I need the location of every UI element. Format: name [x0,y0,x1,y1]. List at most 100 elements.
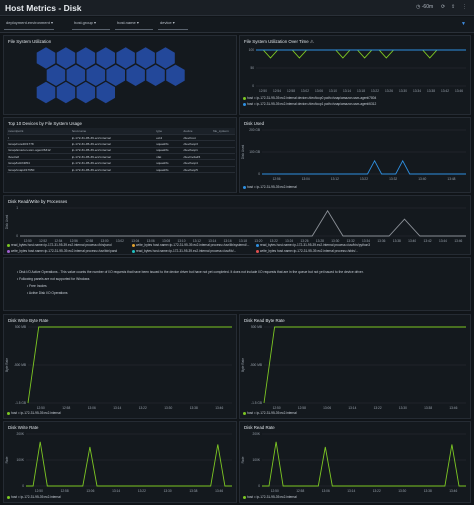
legend-item: read_bytes host.name=ip-172-31-95-39.ec2… [132,249,236,253]
legend-dot [132,243,135,247]
y-tick-label: 0 [258,484,260,488]
honeycomb-cell[interactable] [76,47,96,69]
x-tick-label: 13:36 [377,239,385,243]
table-cell: vfat [155,153,183,161]
filter-deployment-environment[interactable]: deployment.environment ▾ [4,20,54,30]
x-tick-label: 13:22 [373,489,381,493]
y-axis-label: Byte Rate [5,358,9,372]
table-cell: /snap/amazon-ssm-agent/6312 [7,147,71,155]
honeycomb-cell[interactable] [126,64,145,86]
top-bar: Host Metrics - Disk ◷ -60m ⟳ ⇪ ⋮ [0,0,474,16]
y-tick-label: -1.5 GB [251,401,262,405]
table-row[interactable]: / ip-172-31-95-39.ec2.internal ext4/dev/ro… [7,134,235,142]
table-container[interactable]: mountpoint host.name type device file_system… [7,128,235,191]
table-row[interactable]: /snap/core20/1778 ip-172-31-95-39.ec2.int… [7,140,235,148]
table-row[interactable]: /snap/amazon-ssm-agent/6312 ip-172-31-95-… [7,147,235,155]
table-cell: /snap/snapd/17950 [7,166,71,174]
x-tick-label: 13:48 [447,177,455,181]
y-tick-label: 200K [253,432,261,436]
legend-label: host = ip-172-31-95-39.ec2.internal devi… [247,96,377,100]
series-line[interactable] [26,441,232,487]
y-axis-label: Disk Used [241,145,245,160]
filter-host-group[interactable]: host.group ▾ [72,20,110,30]
y-axis-label: Disk Used [5,215,9,230]
x-tick-label: 13:04 [302,177,310,181]
filter-label: device [160,20,172,25]
table-cell [212,134,235,142]
x-tick-label: 13:02 [301,89,309,93]
honeycomb-cell[interactable] [46,64,66,86]
honeycomb-cell[interactable] [86,64,106,86]
table-column-header[interactable]: type [155,128,183,135]
legend-item: write_bytes host.name=ip-172-31-95-39.ec… [256,249,358,253]
honeycomb-cell[interactable] [96,47,116,69]
y-tick-label: 200K [17,432,25,436]
honeycomb-cell[interactable] [146,64,165,86]
honeycomb-cell[interactable] [156,47,175,69]
table-column-header[interactable]: host.name [70,128,156,135]
table-row[interactable]: /snap/snapd/17950 ip-172-31-95-39.ec2.int… [7,166,235,174]
legend-dot [243,495,246,499]
honeycomb-cell[interactable] [136,47,155,69]
filter-host-name[interactable]: host.name ▾ [115,20,153,30]
honeycomb-cell[interactable] [76,81,96,104]
chart-disk-write-rate: 0 100K 200K Rate 12:50 12:58 13:06 13:14 13:22 13… [5,432,232,493]
series-line[interactable] [262,159,466,175]
series-line[interactable] [27,326,232,404]
y-tick-label: -500 MB [250,363,262,367]
x-tick-label: 13:30 [399,406,407,410]
x-tick-label: 13:14 [112,489,120,493]
x-tick-label: 13:22 [270,239,278,243]
honeycomb-cell[interactable] [106,64,125,86]
honeycomb-cell[interactable] [66,64,86,86]
warning-icon: ⚠ [309,39,314,44]
series-line[interactable] [20,209,466,237]
panel-fs-utilization-over-time: File System Utilization Over Time ⚠ 0 50 1… [239,35,471,115]
honeycomb-cell[interactable] [56,81,76,104]
table-row[interactable]: /boot/efi ip-172-31-95-39.ec2.internal vfa… [7,153,235,161]
legend-label: read_bytes host.name=ip-172-31-95-39.ec2… [11,243,112,247]
series-line[interactable] [256,49,466,59]
y-tick-label: 100 GB [249,150,260,154]
table-column-header[interactable]: file_system [212,128,235,135]
honeycomb-cell[interactable] [96,81,116,104]
share-icon[interactable]: ⇪ [451,4,456,10]
legend-label: write_bytes host.name=ip-172-31-95-39.ec… [260,249,358,253]
legend-dot [7,411,10,415]
y-tick-label: 0 [22,484,24,488]
legend-item: write_bytes host.name=ip-172-31-95-39.ec… [132,243,249,247]
honeycomb-cell[interactable] [36,81,56,104]
legend-dot [7,249,10,253]
panel-title: Disk Read Rate [244,425,275,430]
clock-icon: ◷ [416,4,421,10]
x-tick-label: 13:22 [360,177,368,181]
note-subitem: • Free Inodes [27,284,47,288]
note-line: • Disk I/O Active Operations - This valu… [17,270,364,274]
table-row[interactable]: /snap/lxd/24054 ip-172-31-95-39.ec2.inter… [7,159,235,167]
x-tick-label: 13:26 [301,239,309,243]
table-column-header[interactable]: device [182,128,213,135]
legend-dot [243,96,246,100]
filter-device[interactable]: device ▾ [158,20,188,30]
honeycomb-cell[interactable] [116,47,135,69]
table-column-header[interactable]: mountpoint [7,128,71,135]
x-tick-label: 13:10 [329,89,337,93]
x-tick-label: 12:50 [24,239,32,243]
honeycomb-cell[interactable] [56,47,76,69]
x-tick-label: 13:26 [385,89,393,93]
refresh-icon[interactable]: ⟳ [441,4,446,10]
filter-label: deployment.environment [6,20,50,25]
time-range-picker[interactable]: ◷ -60m [416,4,433,10]
table-cell: /dev/loop5 [182,166,213,174]
note-text: Following panels are not supported for W… [19,277,90,281]
filter-icon[interactable]: ▼ [461,21,466,27]
series-line[interactable] [263,326,466,404]
table-cell [212,140,235,148]
table-cell [212,147,235,155]
more-icon[interactable]: ⋮ [462,4,467,10]
series-line[interactable] [262,441,466,487]
honeycomb-cell[interactable] [36,47,56,69]
honeycomb-cell[interactable] [166,64,185,86]
panel-disk-read-rate: Disk Read Rate 0 100K 200K Rate 12:50 12:58 13… [239,421,471,503]
x-tick-label: 13:22 [374,406,382,410]
